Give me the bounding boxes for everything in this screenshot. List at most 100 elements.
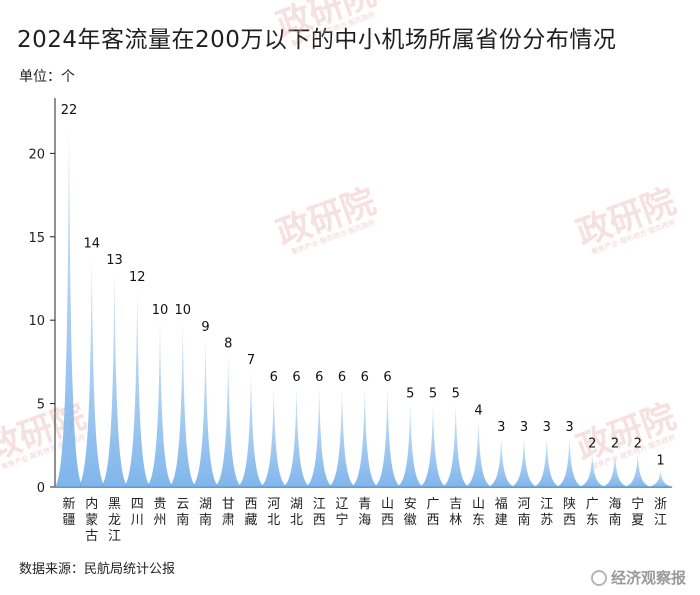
- data-label: 5: [452, 387, 460, 402]
- x-tick-label: 山东: [472, 497, 485, 528]
- bar-spike: [440, 403, 471, 487]
- x-tick-label: 新疆: [62, 496, 75, 528]
- bar-spike: [258, 386, 289, 487]
- x-tick-label: 辽宁: [335, 497, 348, 528]
- data-label: 6: [361, 370, 369, 385]
- bar-spike: [395, 403, 426, 487]
- x-tick-label: 海南: [608, 497, 621, 528]
- x-tick-label: 湖南: [199, 497, 212, 528]
- bar-spike: [145, 320, 175, 487]
- data-label: 3: [565, 420, 573, 435]
- bar-spike: [122, 286, 153, 487]
- chart-marks: [54, 120, 676, 487]
- x-tick-label: 河南: [517, 497, 530, 528]
- x-tick-label: 云南: [176, 497, 189, 528]
- data-label: 6: [383, 370, 391, 385]
- x-tick-label: 江苏: [540, 497, 553, 528]
- x-tick-label: 四川: [131, 497, 144, 528]
- bar-spike: [213, 353, 244, 487]
- data-label: 12: [129, 270, 146, 285]
- x-tick-label: 陕西: [563, 497, 576, 528]
- bar-spike: [600, 453, 630, 487]
- x-tick-label: 吉林: [449, 497, 462, 528]
- bar-spike: [531, 436, 562, 487]
- data-label: 6: [338, 370, 346, 385]
- data-label: 13: [106, 253, 123, 268]
- data-label: 6: [315, 370, 323, 385]
- bar-spike: [372, 386, 403, 487]
- data-label: 6: [270, 370, 278, 385]
- data-label: 22: [61, 103, 78, 118]
- bar-spike: [645, 470, 676, 487]
- bar-spike: [622, 453, 653, 487]
- data-label: 10: [174, 303, 191, 318]
- x-tick-label: 甘肃: [222, 497, 235, 528]
- x-tick-label: 内蒙古: [85, 496, 98, 544]
- data-label: 3: [543, 420, 551, 435]
- y-tick-label: 20: [28, 147, 45, 162]
- brand-logo: 经济观察报: [590, 567, 686, 588]
- bar-spike: [190, 336, 221, 487]
- bar-spike: [349, 386, 380, 487]
- chart-labels: 22新疆14内蒙古13黑龙江12四川10贵州10云南9湖南8甘肃7西藏6河北6湖…: [61, 103, 667, 544]
- bar-spike: [304, 386, 335, 487]
- x-tick-label: 青海: [358, 497, 371, 528]
- x-tick-label: 河北: [267, 497, 280, 528]
- data-label: 5: [429, 387, 437, 402]
- x-tick-label: 西藏: [244, 497, 257, 528]
- brand-icon: [590, 569, 607, 586]
- y-tick-label: 10: [28, 314, 45, 329]
- brand-name: 经济观察报: [610, 569, 686, 587]
- bar-spike: [54, 120, 84, 487]
- y-tick-label: 0: [37, 481, 45, 496]
- data-label: 6: [292, 370, 300, 385]
- data-label: 3: [497, 420, 505, 435]
- bar-spike: [281, 386, 312, 487]
- x-tick-label: 安徽: [404, 497, 417, 528]
- source-note: 数据来源：民航局统计公报: [19, 562, 176, 577]
- x-tick-label: 贵州: [153, 497, 166, 528]
- x-tick-label: 浙江: [654, 497, 667, 528]
- x-tick-label: 江西: [313, 497, 326, 528]
- bar-spike: [577, 453, 608, 487]
- x-tick-label: 宁夏: [631, 496, 644, 528]
- x-tick-label: 湖北: [290, 497, 303, 528]
- data-label: 14: [83, 236, 100, 251]
- data-label: 2: [611, 437, 619, 452]
- chart-title: 2024年客流量在200万以下的中小机场所属省份分布情况: [17, 27, 617, 53]
- bar-spike: [76, 253, 107, 487]
- bar-spike: [418, 403, 448, 487]
- bar-spike: [463, 420, 494, 487]
- x-tick-label: 广西: [426, 497, 439, 528]
- data-label: 2: [634, 437, 642, 452]
- bar-spike: [327, 386, 357, 487]
- data-label: 4: [474, 403, 482, 418]
- x-tick-label: 山西: [381, 497, 394, 528]
- watermark-text: 政研院: [271, 0, 381, 46]
- x-tick-label: 福建: [495, 497, 508, 528]
- y-tick-label: 15: [28, 231, 45, 246]
- bar-spike: [99, 270, 130, 487]
- data-label: 2: [588, 437, 596, 452]
- data-label: 7: [247, 353, 255, 368]
- bar-spike: [509, 436, 539, 487]
- bar-spike: [486, 436, 517, 487]
- x-tick-label: 广东: [586, 497, 599, 528]
- bar-spike: [554, 436, 585, 487]
- data-label: 10: [152, 303, 169, 318]
- data-label: 3: [520, 420, 528, 435]
- x-tick-label: 黑龙江: [108, 497, 121, 544]
- data-label: 9: [201, 320, 209, 335]
- data-label: 8: [224, 337, 232, 352]
- unit-label: 单位：个: [19, 69, 75, 85]
- y-tick-label: 5: [37, 398, 45, 413]
- bar-spike: [236, 370, 266, 487]
- data-label: 5: [406, 387, 414, 402]
- data-label: 1: [656, 453, 664, 468]
